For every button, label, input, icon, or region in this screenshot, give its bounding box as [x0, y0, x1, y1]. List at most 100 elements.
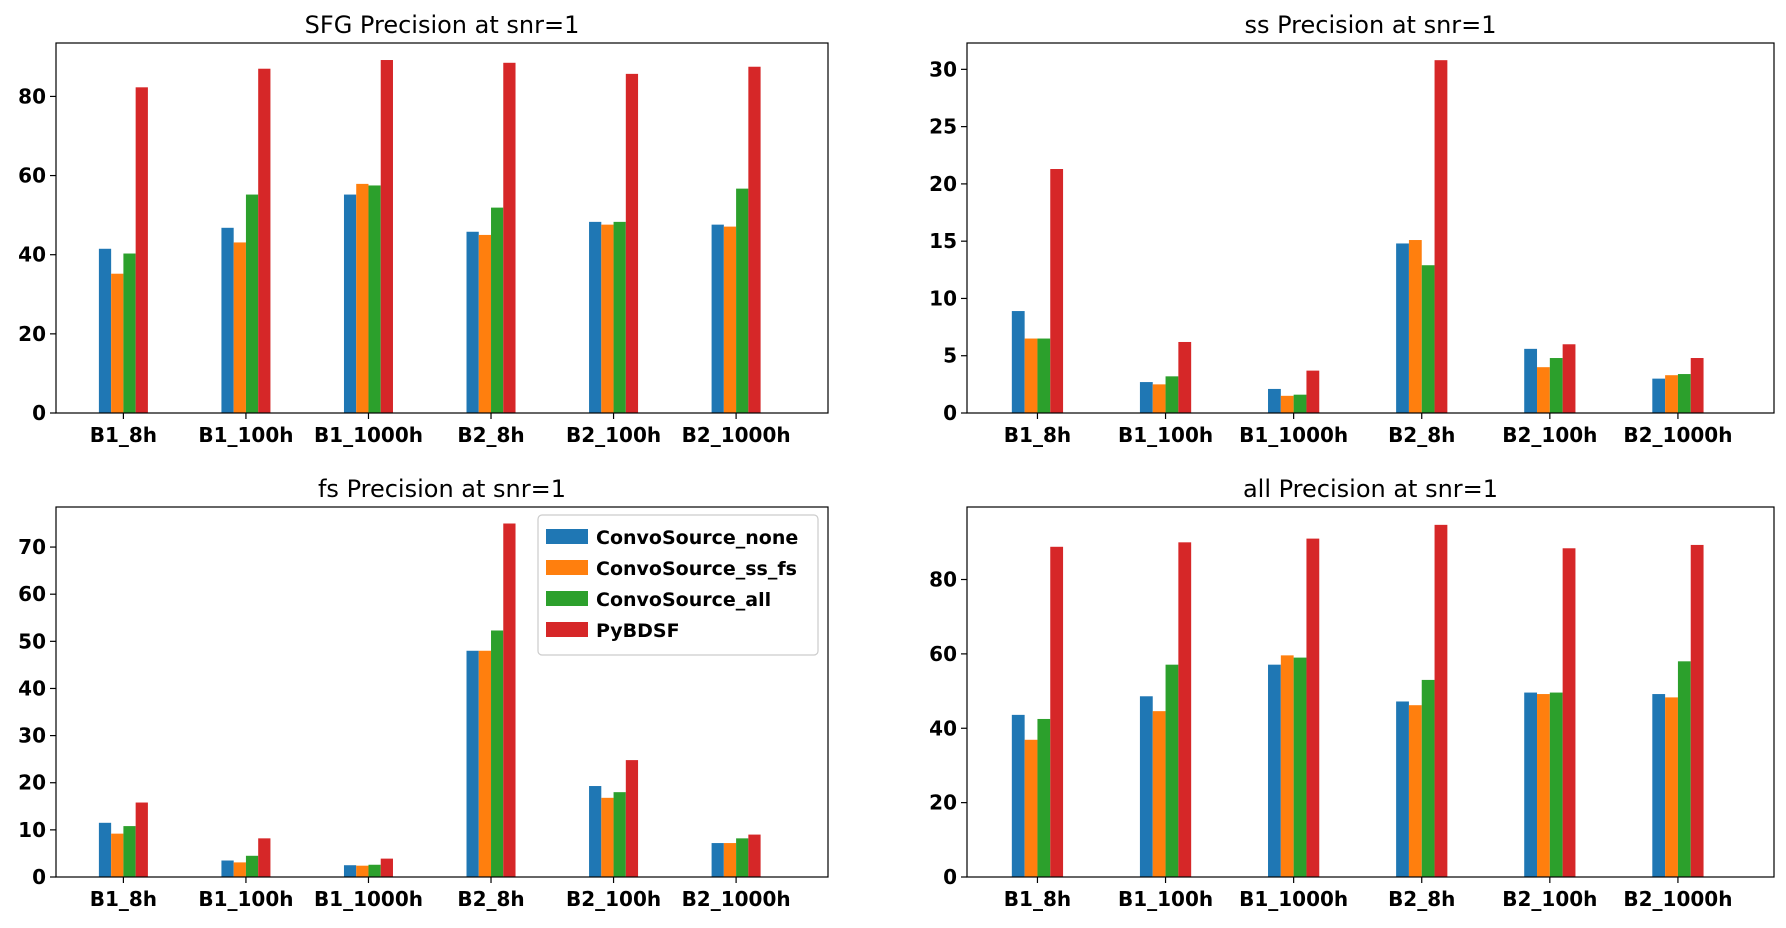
bar-ConvoSource_none-B1_8h — [98, 822, 112, 877]
bar-ConvoSource_ss_fs-B2_1000h — [1665, 697, 1678, 877]
bar-ConvoSource_all-B2_1000h — [1677, 661, 1691, 877]
bar-PyBDSF-B1_100h — [1178, 341, 1192, 413]
bar-ConvoSource_all-B2_8h — [1421, 679, 1435, 877]
legend-label: PyBDSF — [596, 620, 680, 642]
bar-ConvoSource_ss_fs-B1_1000h — [356, 183, 369, 413]
legend-label: ConvoSource_ss_fs — [596, 558, 797, 580]
chart-title: ss Precision at snr=1 — [1244, 11, 1496, 39]
bar-ConvoSource_ss_fs-B1_100h — [1152, 384, 1166, 413]
x-tick-label: B2_100h — [1502, 423, 1597, 447]
bar-ConvoSource_all-B1_100h — [1165, 664, 1179, 877]
bar-ConvoSource_ss_fs-B1_100h — [233, 862, 246, 877]
bar-ConvoSource_ss_fs-B2_8h — [478, 650, 492, 877]
bar-ConvoSource_all-B1_100h — [245, 855, 259, 877]
bar-PyBDSF-B1_1000h — [380, 858, 393, 877]
bar-PyBDSF-B1_100h — [258, 68, 271, 413]
y-tick-label: 70 — [18, 535, 46, 559]
x-tick-label: B2_100h — [1502, 887, 1597, 911]
x-tick-label: B1_100h — [198, 887, 293, 911]
bar-ConvoSource_ss_fs-B2_1000h — [723, 226, 737, 413]
bar-ConvoSource_none-B1_100h — [1139, 696, 1153, 877]
bar-ConvoSource_ss_fs-B1_1000h — [1280, 395, 1294, 413]
bar-ConvoSource_all-B2_100h — [1549, 358, 1563, 413]
chart-title: fs Precision at snr=1 — [318, 475, 566, 503]
bar-ConvoSource_none-B2_100h — [589, 221, 602, 413]
y-tick-label: 30 — [929, 57, 957, 81]
x-tick-label: B1_8h — [1004, 423, 1071, 447]
bar-ConvoSource_ss_fs-B1_8h — [111, 273, 124, 413]
y-tick-label: 5 — [943, 344, 957, 368]
bar-ConvoSource_none-B2_1000h — [711, 843, 724, 877]
bar-ConvoSource_all-B2_100h — [1549, 692, 1563, 877]
bar-ConvoSource_none-B2_100h — [589, 786, 602, 877]
x-tick-label: B1_8h — [1004, 887, 1071, 911]
bar-ConvoSource_all-B2_8h — [1421, 265, 1435, 413]
y-tick-label: 60 — [18, 164, 46, 188]
bar-ConvoSource_ss_fs-B1_8h — [1024, 739, 1038, 877]
bar-ConvoSource_all-B2_8h — [491, 630, 504, 877]
bar-ConvoSource_ss_fs-B1_100h — [1152, 711, 1166, 877]
legend-swatch-ConvoSource_all — [546, 591, 588, 606]
bar-ConvoSource_ss_fs-B2_100h — [1537, 694, 1550, 877]
bar-ConvoSource_all-B1_1000h — [1293, 394, 1307, 413]
bar-PyBDSF-B2_1000h — [748, 66, 761, 414]
y-tick-label: 20 — [18, 771, 46, 795]
bar-PyBDSF-B2_8h — [503, 523, 516, 877]
y-tick-label: 80 — [18, 84, 46, 108]
bar-ConvoSource_none-B2_8h — [1396, 701, 1409, 877]
y-tick-label: 40 — [929, 716, 957, 740]
y-tick-label: 40 — [18, 243, 46, 267]
bar-ConvoSource_all-B2_1000h — [736, 188, 749, 413]
y-tick-label: 20 — [929, 172, 957, 196]
y-tick-label: 20 — [18, 322, 46, 346]
y-tick-label: 40 — [18, 676, 46, 700]
legend-swatch-PyBDSF — [546, 622, 588, 637]
y-tick-label: 0 — [32, 401, 46, 425]
bar-ConvoSource_ss_fs-B1_8h — [111, 833, 124, 877]
bar-ConvoSource_ss_fs-B1_8h — [1024, 338, 1038, 413]
plot-frame — [966, 506, 1775, 878]
bar-ConvoSource_all-B1_8h — [1037, 718, 1051, 877]
bar-PyBDSF-B1_1000h — [380, 60, 393, 414]
y-tick-label: 20 — [929, 791, 957, 815]
legend-label: ConvoSource_none — [596, 527, 798, 549]
bar-ConvoSource_none-B1_1000h — [1268, 388, 1281, 413]
x-tick-label: B2_1000h — [1623, 887, 1732, 911]
bar-ConvoSource_none-B2_8h — [466, 650, 479, 877]
bar-ConvoSource_none-B2_100h — [1524, 692, 1538, 877]
bar-PyBDSF-B2_1000h — [1690, 358, 1704, 413]
bar-ConvoSource_ss_fs-B2_1000h — [1665, 375, 1678, 413]
bar-ConvoSource_ss_fs-B2_1000h — [723, 843, 737, 877]
bar-PyBDSF-B2_8h — [1434, 524, 1448, 877]
bar-ConvoSource_none-B2_1000h — [1652, 694, 1666, 877]
x-tick-label: B1_1000h — [1239, 423, 1348, 447]
x-tick-label: B1_1000h — [1239, 887, 1348, 911]
bar-PyBDSF-B2_1000h — [748, 834, 761, 877]
x-tick-label: B2_8h — [457, 423, 524, 447]
x-tick-label: B1_100h — [198, 423, 293, 447]
x-tick-label: B2_100h — [566, 423, 661, 447]
bar-ConvoSource_all-B1_1000h — [1293, 657, 1307, 877]
bar-PyBDSF-B1_8h — [1050, 169, 1064, 413]
y-tick-label: 60 — [18, 582, 46, 606]
bar-ConvoSource_ss_fs-B2_100h — [601, 797, 614, 877]
bar-PyBDSF-B1_8h — [1050, 546, 1064, 877]
bar-ConvoSource_ss_fs-B2_100h — [601, 224, 614, 413]
chart-title: all Precision at snr=1 — [1243, 475, 1498, 503]
legend-swatch-ConvoSource_none — [546, 529, 588, 544]
x-tick-label: B2_8h — [1388, 423, 1455, 447]
bar-ConvoSource_none-B1_8h — [1011, 311, 1025, 413]
bar-ConvoSource_all-B1_8h — [1037, 338, 1051, 413]
chart-panel-1: SFG Precision at snr=1 0 20 40 60 80 B1_8h B1_1… — [18, 11, 829, 447]
bar-PyBDSF-B2_100h — [625, 760, 639, 877]
bar-PyBDSF-B2_8h — [1434, 60, 1448, 414]
bar-ConvoSource_none-B1_1000h — [1268, 664, 1281, 877]
bar-ConvoSource_ss_fs-B1_1000h — [356, 865, 369, 877]
x-tick-label: B1_1000h — [314, 887, 423, 911]
y-tick-label: 15 — [929, 229, 957, 253]
bar-ConvoSource_none-B2_8h — [466, 231, 479, 413]
bar-PyBDSF-B2_8h — [503, 62, 516, 413]
bar-ConvoSource_all-B1_100h — [245, 194, 259, 413]
legend-label: ConvoSource_all — [596, 589, 771, 611]
